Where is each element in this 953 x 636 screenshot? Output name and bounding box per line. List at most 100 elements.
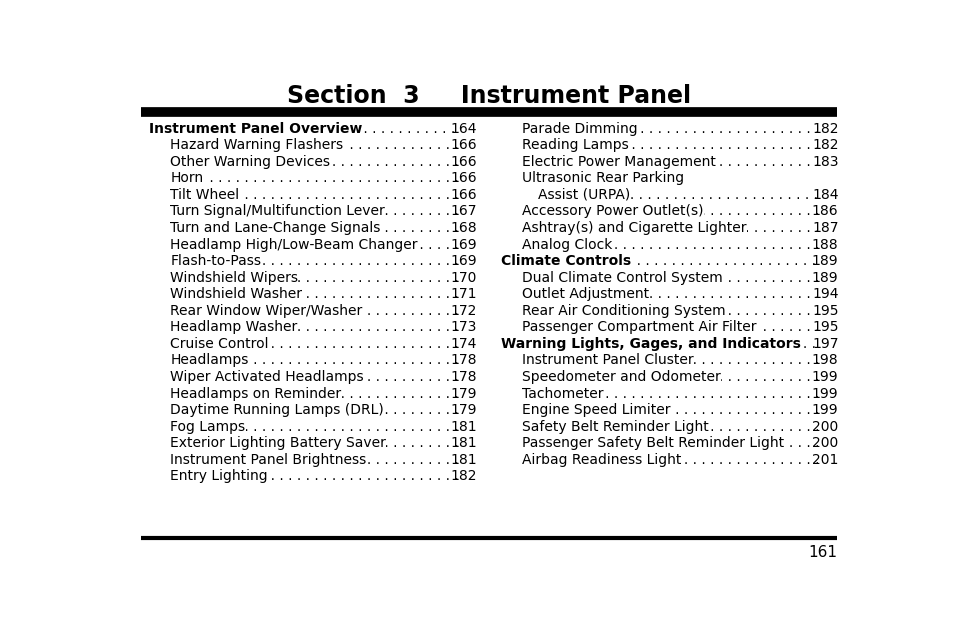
Text: Fog Lamps: Fog Lamps [171, 420, 245, 434]
Text: . . . . . . . . . . . . . . . . . . . . . . . . . . . . . . . . . . . . . . . . : . . . . . . . . . . . . . . . . . . . . … [521, 354, 953, 368]
Text: . . . . . . . . . . . . . . . . . . . . . . . . . . . . . . . . . . . . . . . . : . . . . . . . . . . . . . . . . . . . . … [171, 287, 869, 301]
Text: 189: 189 [811, 271, 838, 285]
Text: 169: 169 [450, 254, 476, 268]
Text: Headlamps on Reminder: Headlamps on Reminder [171, 387, 341, 401]
Text: Parade Dimming: Parade Dimming [521, 121, 638, 135]
Text: Analog Clock: Analog Clock [521, 238, 612, 252]
Text: Turn and Lane-Change Signals: Turn and Lane-Change Signals [171, 221, 380, 235]
Text: 200: 200 [811, 436, 838, 450]
Text: . . . . . . . . . . . . . . . . . . . . . . . . . . . . . . . . . . . . . . . . : . . . . . . . . . . . . . . . . . . . . … [521, 204, 953, 218]
Text: . . . . . . . . . . . . . . . . . . . . . . . . . . . . . . . . . . . . . . . . : . . . . . . . . . . . . . . . . . . . . … [171, 155, 869, 169]
Text: Hazard Warning Flashers: Hazard Warning Flashers [171, 138, 343, 152]
Text: 166: 166 [450, 138, 476, 152]
Text: Windshield Wipers: Windshield Wipers [171, 271, 298, 285]
Text: . . . . . . . . . . . . . . . . . . . . . . . . . . . . . . . . . . . . . . . . : . . . . . . . . . . . . . . . . . . . . … [149, 121, 848, 135]
Text: Electric Power Management: Electric Power Management [521, 155, 716, 169]
Text: . . . . . . . . . . . . . . . . . . . . . . . . . . . . . . . . . . . . . . . . : . . . . . . . . . . . . . . . . . . . . … [171, 304, 869, 318]
Text: 199: 199 [811, 403, 838, 417]
Text: . . . . . . . . . . . . . . . . . . . . . . . . . . . . . . . . . . . . . . . . : . . . . . . . . . . . . . . . . . . . . … [171, 387, 869, 401]
Text: 199: 199 [811, 387, 838, 401]
Text: . . . . . . . . . . . . . . . . . . . . . . . . . . . . . . . . . . . . . . . . : . . . . . . . . . . . . . . . . . . . . … [521, 403, 953, 417]
Text: . . . . . . . . . . . . . . . . . . . . . . . . . . . . . . . . . . . . . . . . : . . . . . . . . . . . . . . . . . . . . … [171, 254, 869, 268]
Text: Safety Belt Reminder Light: Safety Belt Reminder Light [521, 420, 708, 434]
Text: Cruise Control: Cruise Control [171, 337, 269, 351]
Text: . . . . . . . . . . . . . . . . . . . . . . . . . . . . . . . . . . . . . . . . : . . . . . . . . . . . . . . . . . . . . … [521, 121, 953, 135]
Text: 189: 189 [811, 254, 838, 268]
Text: . . . . . . . . . . . . . . . . . . . . . . . . . . . . . . . . . . . . . . . . : . . . . . . . . . . . . . . . . . . . . … [171, 337, 869, 351]
Text: Outlet Adjustment: Outlet Adjustment [521, 287, 649, 301]
Text: . . . . . . . . . . . . . . . . . . . . . . . . . . . . . . . . . . . . . . . . : . . . . . . . . . . . . . . . . . . . . … [171, 354, 869, 368]
Text: Passenger Safety Belt Reminder Light: Passenger Safety Belt Reminder Light [521, 436, 783, 450]
Text: 199: 199 [811, 370, 838, 384]
Text: Ashtray(s) and Cigarette Lighter: Ashtray(s) and Cigarette Lighter [521, 221, 746, 235]
Text: . . . . . . . . . . . . . . . . . . . . . . . . . . . . . . . . . . . . . . . . : . . . . . . . . . . . . . . . . . . . . … [521, 271, 953, 285]
Text: 200: 200 [811, 420, 838, 434]
Text: 182: 182 [451, 469, 476, 483]
Text: 187: 187 [811, 221, 838, 235]
Text: 198: 198 [811, 354, 838, 368]
Text: . . . . . . . . . . . . . . . . . . . . . . . . . . . . . . . . . . . . . . . . : . . . . . . . . . . . . . . . . . . . . … [171, 403, 869, 417]
Text: . . . . . . . . . . . . . . . . . . . . . . . . . . . . . . . . . . . . . . . . : . . . . . . . . . . . . . . . . . . . . … [521, 387, 953, 401]
Text: 181: 181 [450, 453, 476, 467]
Text: . . . . . . . . . . . . . . . . . . . . . . . . . . . . . . . . . . . . . . . . : . . . . . . . . . . . . . . . . . . . . … [171, 188, 869, 202]
Text: 178: 178 [451, 370, 476, 384]
Text: 181: 181 [450, 420, 476, 434]
Text: 179: 179 [451, 403, 476, 417]
Text: . . . . . . . . . . . . . . . . . . . . . . . . . . . . . . . . . . . . . . . . : . . . . . . . . . . . . . . . . . . . . … [171, 271, 869, 285]
Text: 166: 166 [450, 155, 476, 169]
Text: 167: 167 [451, 204, 476, 218]
Text: Assist (URPA): Assist (URPA) [537, 188, 629, 202]
Text: Dual Climate Control System: Dual Climate Control System [521, 271, 722, 285]
Text: . . . . . . . . . . . . . . . . . . . . . . . . . . . . . . . . . . . . . . . . : . . . . . . . . . . . . . . . . . . . . … [171, 453, 869, 467]
Text: 178: 178 [451, 354, 476, 368]
Text: 181: 181 [450, 436, 476, 450]
Text: Instrument Panel Overview: Instrument Panel Overview [149, 121, 362, 135]
Text: . . . . . . . . . . . . . . . . . . . . . . . . . . . . . . . . . . . . . . . . : . . . . . . . . . . . . . . . . . . . . … [500, 337, 953, 351]
Text: . . . . . . . . . . . . . . . . . . . . . . . . . . . . . . . . . . . . . . . . : . . . . . . . . . . . . . . . . . . . . … [521, 436, 953, 450]
Text: . . . . . . . . . . . . . . . . . . . . . . . . . . . . . . . . . . . . . . . . : . . . . . . . . . . . . . . . . . . . . … [171, 321, 869, 335]
Text: Flash-to-Pass: Flash-to-Pass [171, 254, 261, 268]
Text: 174: 174 [451, 337, 476, 351]
Text: . . . . . . . . . . . . . . . . . . . . . . . . . . . . . . . . . . . . . . . . : . . . . . . . . . . . . . . . . . . . . … [171, 436, 869, 450]
Text: Tachometer: Tachometer [521, 387, 603, 401]
Text: 194: 194 [811, 287, 838, 301]
Text: 169: 169 [450, 238, 476, 252]
Text: . . . . . . . . . . . . . . . . . . . . . . . . . . . . . . . . . . . . . . . . : . . . . . . . . . . . . . . . . . . . . … [500, 254, 953, 268]
Text: Other Warning Devices: Other Warning Devices [171, 155, 330, 169]
Text: Accessory Power Outlet(s): Accessory Power Outlet(s) [521, 204, 703, 218]
Text: . . . . . . . . . . . . . . . . . . . . . . . . . . . . . . . . . . . . . . . . : . . . . . . . . . . . . . . . . . . . . … [171, 469, 869, 483]
Text: 182: 182 [811, 121, 838, 135]
Text: Daytime Running Lamps (DRL): Daytime Running Lamps (DRL) [171, 403, 384, 417]
Text: Headlamp Washer: Headlamp Washer [171, 321, 297, 335]
Text: 183: 183 [811, 155, 838, 169]
Text: 201: 201 [811, 453, 838, 467]
Text: Headlamps: Headlamps [171, 354, 249, 368]
Text: Section  3     Instrument Panel: Section 3 Instrument Panel [287, 85, 690, 108]
Text: 188: 188 [811, 238, 838, 252]
Text: . . . . . . . . . . . . . . . . . . . . . . . . . . . . . . . . . . . . . . . . : . . . . . . . . . . . . . . . . . . . . … [521, 370, 953, 384]
Text: 171: 171 [451, 287, 476, 301]
Text: 164: 164 [451, 121, 476, 135]
Text: . . . . . . . . . . . . . . . . . . . . . . . . . . . . . . . . . . . . . . . . : . . . . . . . . . . . . . . . . . . . . … [521, 238, 953, 252]
Text: Ultrasonic Rear Parking: Ultrasonic Rear Parking [521, 171, 683, 185]
Text: 182: 182 [811, 138, 838, 152]
Text: . . . . . . . . . . . . . . . . . . . . . . . . . . . . . . . . . . . . . . . . : . . . . . . . . . . . . . . . . . . . . … [171, 370, 869, 384]
Text: . . . . . . . . . . . . . . . . . . . . . . . . . . . . . . . . . . . . . . . . : . . . . . . . . . . . . . . . . . . . . … [171, 171, 869, 185]
Text: 195: 195 [811, 304, 838, 318]
Text: Windshield Washer: Windshield Washer [171, 287, 302, 301]
Text: 173: 173 [451, 321, 476, 335]
Text: . . . . . . . . . . . . . . . . . . . . . . . . . . . . . . . . . . . . . . . . : . . . . . . . . . . . . . . . . . . . . … [521, 287, 953, 301]
Text: . . . . . . . . . . . . . . . . . . . . . . . . . . . . . . . . . . . . . . . . : . . . . . . . . . . . . . . . . . . . . … [537, 188, 953, 202]
Text: 195: 195 [811, 321, 838, 335]
Text: . . . . . . . . . . . . . . . . . . . . . . . . . . . . . . . . . . . . . . . . : . . . . . . . . . . . . . . . . . . . . … [521, 304, 953, 318]
Text: . . . . . . . . . . . . . . . . . . . . . . . . . . . . . . . . . . . . . . . . : . . . . . . . . . . . . . . . . . . . . … [171, 221, 869, 235]
Text: . . . . . . . . . . . . . . . . . . . . . . . . . . . . . . . . . . . . . . . . : . . . . . . . . . . . . . . . . . . . . … [521, 221, 953, 235]
Text: 161: 161 [807, 544, 836, 560]
Text: Horn: Horn [171, 171, 203, 185]
Text: Entry Lighting: Entry Lighting [171, 469, 268, 483]
Text: Speedometer and Odometer: Speedometer and Odometer [521, 370, 720, 384]
Text: 166: 166 [450, 188, 476, 202]
Text: Wiper Activated Headlamps: Wiper Activated Headlamps [171, 370, 364, 384]
Text: . . . . . . . . . . . . . . . . . . . . . . . . . . . . . . . . . . . . . . . . : . . . . . . . . . . . . . . . . . . . . … [171, 420, 869, 434]
Text: Reading Lamps: Reading Lamps [521, 138, 628, 152]
